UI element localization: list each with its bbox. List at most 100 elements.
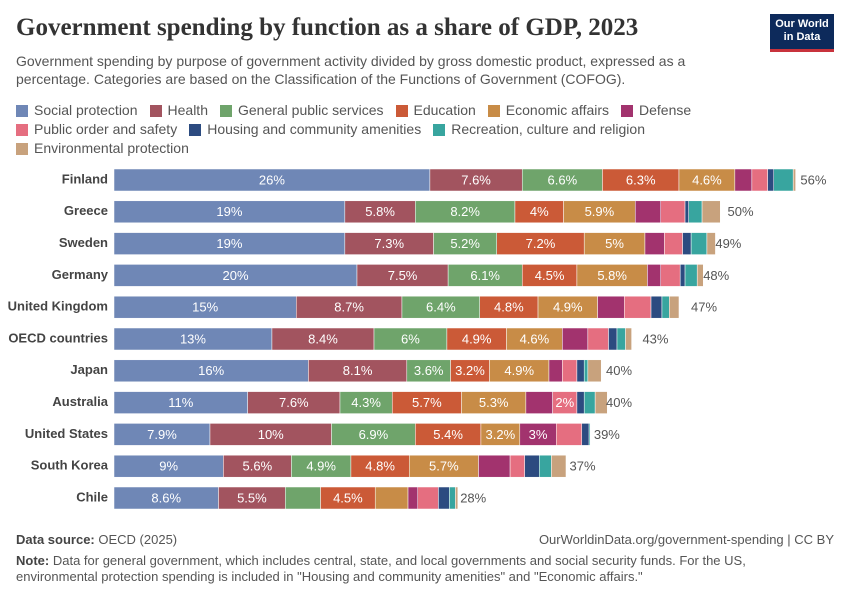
bar-segment	[684, 200, 689, 224]
legend-swatch	[487, 104, 500, 117]
legend-label: Education	[413, 102, 476, 118]
value-label: 5%	[605, 236, 624, 251]
logo[interactable]: Our World in Data	[770, 14, 834, 52]
bar-segment	[650, 295, 663, 319]
value-label: 5.6%	[243, 459, 273, 474]
value-label: 8.6%	[151, 490, 181, 505]
value-label: 8.4%	[308, 331, 338, 346]
value-label: 5.4%	[433, 427, 463, 442]
total-label: 47%	[691, 300, 717, 315]
bar-segment	[634, 200, 661, 224]
bar-segment	[773, 168, 794, 192]
value-label: 3%	[529, 427, 548, 442]
bar-segment	[688, 200, 703, 224]
legend-item[interactable]: Housing and community amenities	[189, 120, 421, 139]
bar-segment	[478, 454, 511, 478]
value-label: 7.6%	[461, 172, 491, 187]
bar-segment	[664, 232, 683, 255]
value-label: 6.6%	[548, 172, 578, 187]
legend-item[interactable]: Environmental protection	[16, 139, 189, 158]
legend-item[interactable]: Public order and safety	[16, 120, 177, 139]
value-label: 16%	[198, 363, 224, 378]
value-label: 8.7%	[334, 300, 364, 315]
legend-item[interactable]: Social protection	[16, 101, 138, 120]
bar-segment	[455, 486, 459, 510]
bar-segment	[524, 454, 540, 478]
value-label: 5.2%	[450, 236, 480, 251]
legend-label: Environmental protection	[34, 140, 189, 156]
bar-segment	[562, 359, 578, 383]
value-label: 7.2%	[526, 236, 556, 251]
value-label: 13%	[180, 331, 206, 346]
legend-swatch	[621, 104, 634, 117]
value-label: 8.2%	[450, 204, 480, 219]
bar-segment	[661, 295, 670, 319]
legend-item[interactable]: Defense	[621, 101, 691, 120]
category-label: Greece	[64, 203, 108, 218]
bar-segment	[597, 295, 625, 319]
source: Data source: OECD (2025)	[16, 532, 177, 547]
value-label: 19%	[216, 236, 242, 251]
category-label: Germany	[52, 267, 109, 282]
legend-item[interactable]: Recreation, culture and religion	[433, 120, 645, 139]
bar-segment	[285, 486, 321, 510]
bar-segment	[374, 486, 409, 510]
note-label: Note:	[16, 553, 50, 568]
bar-segment	[587, 359, 602, 383]
value-label: 4.6%	[520, 331, 550, 346]
legend-label: Economic affairs	[505, 102, 610, 118]
legend: Social protection Health General public se…	[16, 101, 736, 158]
value-label: 7.5%	[388, 268, 418, 283]
legend-item[interactable]: Health	[149, 101, 208, 120]
value-label: 19%	[216, 204, 242, 219]
value-label: 5.3%	[479, 395, 509, 410]
legend-item[interactable]: Economic affairs	[487, 101, 610, 120]
legend-swatch	[149, 104, 162, 117]
bar-segment	[679, 264, 686, 287]
value-label: 6%	[401, 331, 420, 346]
category-label: Finland	[62, 171, 108, 186]
source-url[interactable]: OurWorldinData.org/government-spending |…	[538, 532, 834, 547]
value-label: 2%	[555, 395, 574, 410]
legend-swatch	[433, 123, 446, 136]
category-label: Sweden	[59, 235, 108, 250]
legend-swatch	[189, 123, 202, 136]
value-label: 4.8%	[365, 459, 395, 474]
value-label: 3.2%	[455, 363, 485, 378]
value-label: 7.9%	[147, 427, 177, 442]
bar-segment	[449, 486, 456, 510]
bar-segment	[660, 264, 681, 287]
bar-segment	[706, 232, 716, 255]
value-label: 4.3%	[351, 395, 381, 410]
value-label: 5.8%	[365, 204, 395, 219]
category-label: South Korea	[31, 458, 109, 473]
value-label: 5.7%	[412, 395, 442, 410]
total-label: 28%	[460, 490, 486, 505]
legend-label: Health	[167, 102, 208, 118]
bar-segment	[438, 486, 450, 510]
value-label: 7.3%	[374, 236, 404, 251]
category-label: Japan	[70, 362, 108, 377]
value-label: 9%	[159, 459, 178, 474]
bar-segment	[792, 168, 796, 192]
total-label: 43%	[642, 331, 668, 346]
bar-segment	[594, 391, 608, 414]
bar-segment	[647, 264, 662, 287]
value-label: 4.9%	[306, 459, 336, 474]
legend-swatch	[16, 104, 28, 117]
legend-item[interactable]: Education	[395, 101, 476, 120]
legend-label: Defense	[639, 102, 692, 118]
bar-segment	[576, 359, 585, 383]
value-label: 4.6%	[692, 172, 722, 187]
value-label: 5.5%	[237, 490, 267, 505]
bar-segment	[625, 327, 632, 351]
total-label: 39%	[594, 427, 620, 442]
value-label: 6.3%	[626, 172, 656, 187]
value-label: 11%	[168, 395, 193, 410]
source-text: OECD (2025)	[98, 532, 178, 547]
legend-item[interactable]: General public services	[219, 101, 384, 120]
legend-label: Public order and safety	[34, 121, 178, 137]
category-label: Chile	[76, 489, 108, 504]
bar-segment	[581, 423, 590, 446]
bar-segment	[417, 486, 439, 510]
